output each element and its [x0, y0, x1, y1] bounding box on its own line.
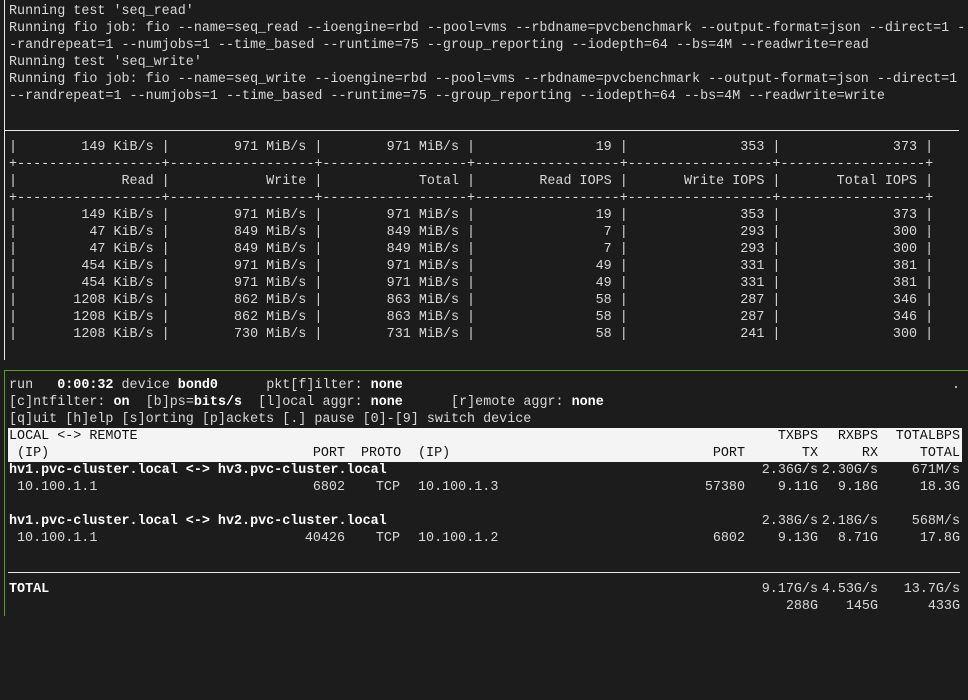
table-row: | 454 KiB/s | 971 MiB/s | 971 MiB/s | 49… — [9, 276, 934, 291]
tx-value: 9.13G — [777, 531, 818, 546]
pane-border-horizontal — [4, 130, 959, 131]
status-line-1: run 0:00:32 device bond0 pkt[f]ilter: no… — [9, 377, 403, 394]
log-line: Running test 'seq_read' — [9, 4, 194, 19]
remote-port: 6802 — [712, 531, 745, 546]
status-line-2: [c]ntfilter: on [b]ps=bits/s [l]ocal agg… — [9, 394, 604, 411]
table-row: | 47 KiB/s | 849 MiB/s | 849 MiB/s | 7 |… — [9, 225, 934, 240]
pane-border-vertical — [4, 0, 5, 360]
help-line: [q]uit [h]elp [s]orting [p]ackets [.] pa… — [9, 412, 532, 427]
total-total: 433G — [927, 599, 960, 614]
totalbps-value: 568M/s — [911, 514, 960, 529]
table-row: | 454 KiB/s | 971 MiB/s | 971 MiB/s | 49… — [9, 259, 934, 274]
protocol: TCP — [375, 531, 400, 546]
total-value: 17.8G — [919, 531, 960, 546]
header-local-remote: LOCAL <-> REMOTE — [9, 429, 138, 444]
table-row: | 47 KiB/s | 849 MiB/s | 849 MiB/s | 7 |… — [9, 242, 934, 257]
pktfilter-label: pkt[f]ilter: — [266, 378, 363, 393]
bps-label: [b]ps= — [145, 395, 194, 410]
log-line: --randrepeat=1 --numjobs=1 --time_based … — [9, 89, 885, 104]
table-row: | 1208 KiB/s | 862 MiB/s | 863 MiB/s | 5… — [9, 293, 934, 308]
txbps-value: 2.36G/s — [761, 463, 818, 478]
header-rx: RX — [861, 446, 878, 461]
total-label: TOTAL — [9, 582, 50, 597]
header-port: PORT — [312, 446, 345, 461]
cntfilter-label: [c]ntfilter: — [9, 395, 106, 410]
table-row: | 149 KiB/s | 971 MiB/s | 971 MiB/s | 19… — [9, 208, 934, 223]
header-txbps: TXBPS — [777, 429, 818, 444]
header-tx: TX — [801, 446, 818, 461]
local-ip: 10.100.1.1 — [17, 480, 98, 495]
rxbps-value: 2.30G/s — [821, 463, 878, 478]
remote-ip: 10.100.1.2 — [418, 531, 499, 546]
log-line: Running test 'seq_write' — [9, 55, 202, 70]
header-local-ip: (IP) — [17, 446, 50, 461]
active-pane-border-vertical — [4, 370, 5, 616]
table-row: | 1208 KiB/s | 730 MiB/s | 731 MiB/s | 5… — [9, 327, 934, 342]
totalbps-value: 671M/s — [911, 463, 960, 478]
remote-port: 57380 — [704, 480, 745, 495]
rxbps-value: 2.18G/s — [821, 514, 878, 529]
log-line: Running fio job: fio --name=seq_write --… — [9, 72, 958, 87]
connection-hosts: hv1.pvc-cluster.local <-> hv3.pvc-cluste… — [9, 463, 387, 478]
local-ip: 10.100.1.1 — [17, 531, 98, 546]
pktfilter-value: none — [370, 378, 403, 393]
table-row: | 1208 KiB/s | 862 MiB/s | 863 MiB/s | 5… — [9, 310, 934, 325]
table-header: | Read | Write | Total | Read IOPS | Wri… — [9, 174, 934, 189]
elapsed-time: 0:00:32 — [57, 378, 114, 393]
tx-value: 9.11G — [777, 480, 818, 495]
local-aggr-label: [l]ocal aggr: — [258, 395, 363, 410]
remote-aggr-label: [r]emote aggr: — [451, 395, 564, 410]
protocol: TCP — [375, 480, 400, 495]
total-rx: 145G — [845, 599, 878, 614]
current-row: | 149 KiB/s | 971 MiB/s | 971 MiB/s | 19… — [9, 140, 934, 155]
total-totalbps: 13.7G/s — [903, 582, 960, 597]
rx-value: 9.18G — [837, 480, 878, 495]
remote-aggr-value: none — [571, 395, 604, 410]
total-rxbps: 4.53G/s — [821, 582, 878, 597]
table-border: +------------------+------------------+-… — [9, 157, 934, 172]
bps-value: bits/s — [193, 395, 243, 410]
cntfilter-value: on — [113, 395, 130, 410]
header-remote-ip: (IP) — [418, 446, 451, 461]
local-port: 40426 — [304, 531, 345, 546]
column-header: LOCAL <-> REMOTE TXBPS RXBPS TOTALBPS (I… — [8, 428, 962, 462]
refresh-indicator: . — [952, 378, 961, 393]
header-total: TOTAL — [919, 446, 960, 461]
header-rxbps: RXBPS — [837, 429, 878, 444]
run-label: run — [9, 378, 34, 393]
header-proto: PROTO — [361, 446, 402, 461]
connection-hosts: hv1.pvc-cluster.local <-> hv2.pvc-cluste… — [9, 514, 387, 529]
total-tx: 288G — [785, 599, 818, 614]
device-label: device — [121, 378, 170, 393]
txbps-value: 2.38G/s — [761, 514, 818, 529]
device-name: bond0 — [177, 378, 218, 393]
header-remote-port: PORT — [712, 446, 745, 461]
local-aggr-value: none — [370, 395, 403, 410]
log-line: Running fio job: fio --name=seq_read --i… — [9, 21, 966, 36]
total-value: 18.3G — [919, 480, 960, 495]
remote-ip: 10.100.1.3 — [418, 480, 499, 495]
header-totalbps: TOTALBPS — [895, 429, 960, 444]
total-separator — [8, 572, 960, 573]
local-port: 6802 — [312, 480, 345, 495]
total-txbps: 9.17G/s — [761, 582, 818, 597]
log-line: -randrepeat=1 --numjobs=1 --time_based -… — [9, 38, 869, 53]
rx-value: 8.71G — [837, 531, 878, 546]
table-border: +------------------+------------------+-… — [9, 191, 934, 206]
active-pane-border — [4, 370, 968, 371]
